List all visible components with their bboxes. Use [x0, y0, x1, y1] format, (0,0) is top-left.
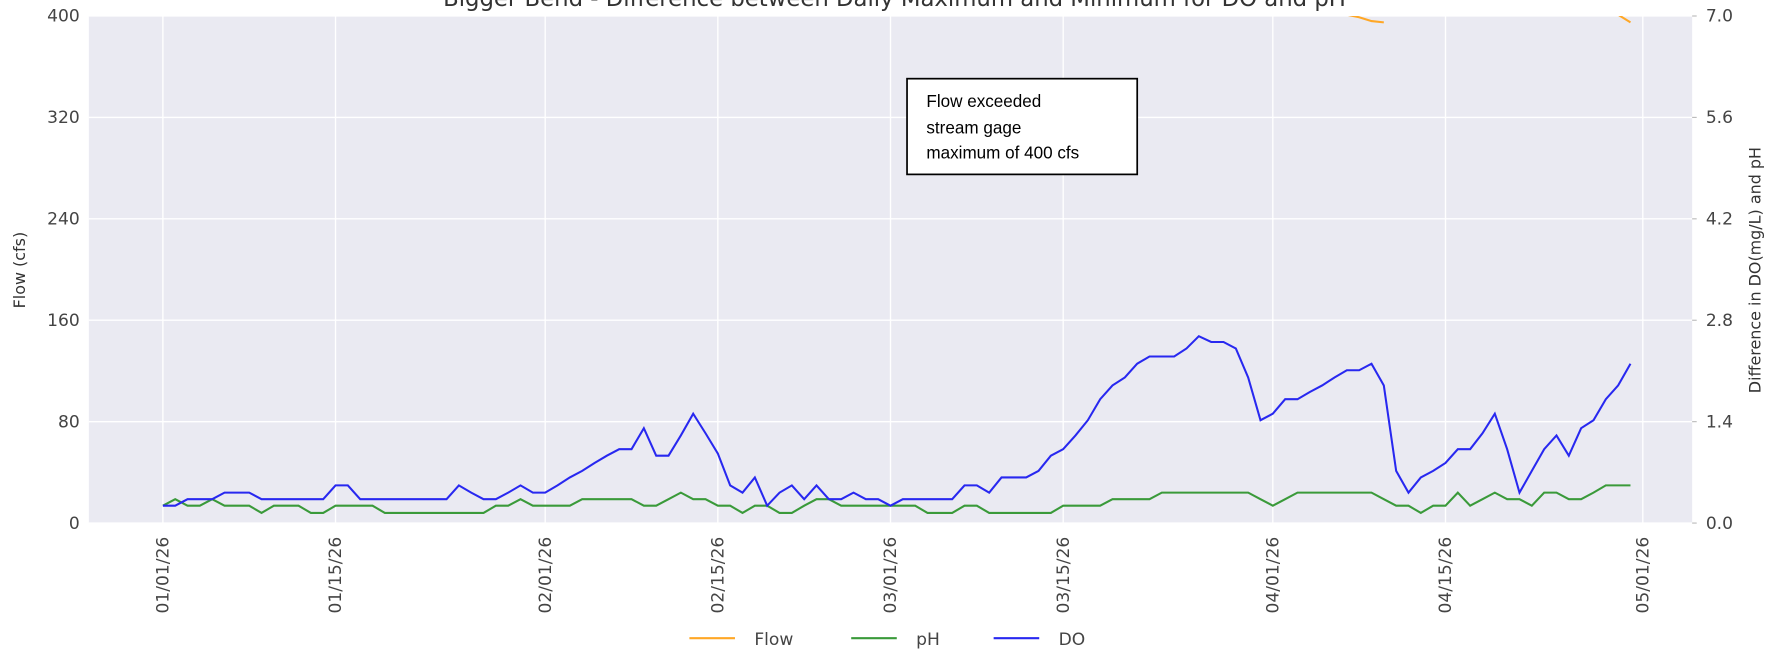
x-tick-label: 04/15/26	[1436, 537, 1456, 614]
data-line	[1618, 16, 1632, 24]
grid	[88, 15, 1693, 524]
annotation-line: maximum of 400 cfs	[926, 143, 1079, 162]
x-tick-label: 02/01/26	[536, 537, 556, 614]
lines	[162, 16, 1632, 515]
x-tick-label: 02/15/26	[709, 537, 729, 614]
data-line	[162, 334, 1632, 508]
y-tick-label: 320	[47, 108, 80, 128]
y-tick-label: 160	[47, 311, 80, 331]
data-line	[162, 484, 1631, 515]
y2-tick-label: 2.8	[1706, 311, 1733, 331]
legend-label: Flow	[754, 630, 793, 650]
legend-label: DO	[1059, 630, 1086, 650]
data-line	[1347, 16, 1384, 24]
legend-label: pH	[916, 630, 940, 650]
y2-tick-label: 0.0	[1706, 514, 1733, 534]
y2-axis-label: Difference in DO(mg/L) and pH	[1746, 147, 1765, 393]
x-tick-label: 04/01/26	[1264, 537, 1284, 614]
x-tick-label: 03/15/26	[1054, 537, 1074, 614]
y2-tick-label: 1.4	[1706, 412, 1733, 432]
y-tick-label: 400	[47, 7, 80, 27]
x-tick-label: 03/01/26	[881, 537, 901, 614]
y2-tick-label: 7.0	[1706, 7, 1733, 27]
axes: 0 80 160 240 320 400 0.0 1.4 2.8 4.2 5.6 7.0 01/01/2…	[47, 7, 1733, 650]
annotation-line: Flow exceeded	[926, 92, 1041, 111]
annotation-line: stream gage	[926, 118, 1021, 137]
y-tick-label: 80	[58, 412, 80, 432]
y-tick-label: 240	[47, 210, 80, 230]
chart-title: Bigger Bend - Difference between Daily M…	[443, 0, 1346, 12]
x-tick-label: 05/01/26	[1634, 537, 1654, 614]
x-tick-label: 01/01/26	[154, 537, 174, 614]
y-axis-label: Flow (cfs)	[10, 232, 29, 309]
annotation-box	[906, 77, 1139, 176]
y-tick-label: 0	[69, 514, 80, 534]
x-tick-label: 01/15/26	[326, 537, 346, 614]
y2-tick-label: 4.2	[1706, 210, 1733, 230]
y2-tick-label: 5.6	[1706, 108, 1733, 128]
